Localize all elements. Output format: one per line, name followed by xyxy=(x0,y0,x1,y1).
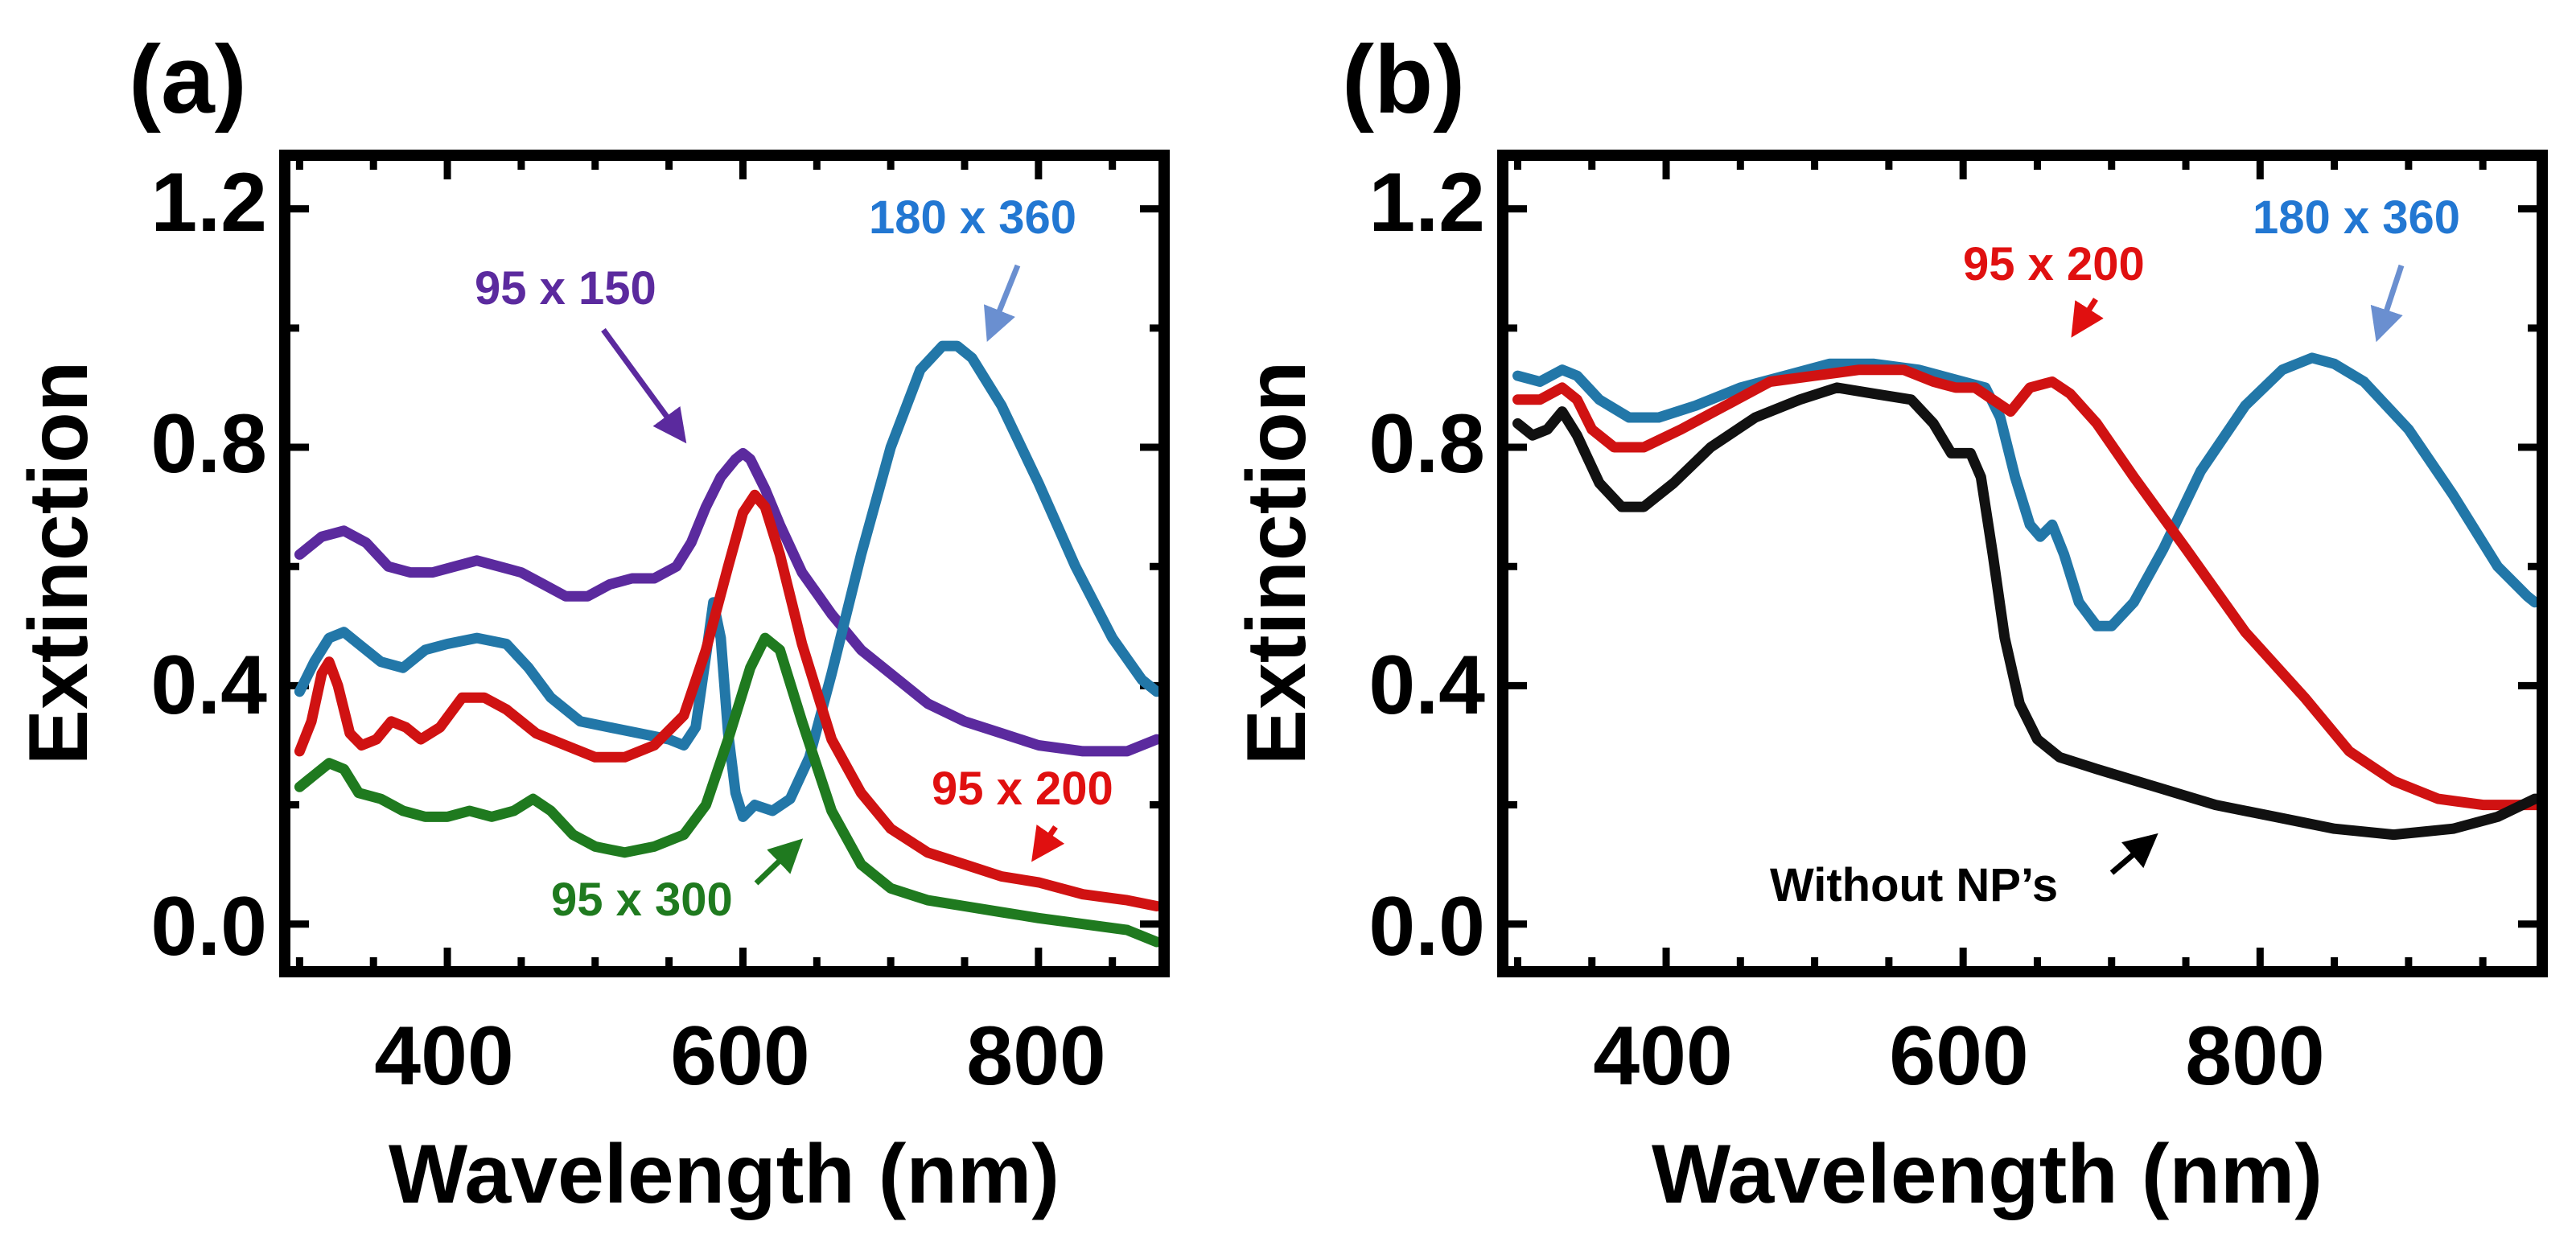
ytick-label-b-0.8: 0.8 xyxy=(1368,397,1485,491)
annotation-95x300-arrow xyxy=(754,838,804,886)
panel-a-x-axis-title: Wavelength (nm) xyxy=(389,1128,1060,1221)
panel-a-frame xyxy=(279,150,1170,977)
annotation-180x360: 180 x 360 xyxy=(869,191,1076,244)
xtick-label-b-600: 600 xyxy=(1889,1010,2029,1103)
ytick-label-a-1.2: 1.2 xyxy=(150,156,267,249)
annotation-180x360: 180 x 360 xyxy=(2253,191,2460,244)
annotation-95x150-arrow xyxy=(601,327,687,444)
panel-b-ytick-labels: 1.2 0.8 0.4 0.0 xyxy=(1368,156,1485,973)
panel-a-annotations: 95 x 150 180 x 360 95 x 200 95 x 300 xyxy=(475,191,1113,926)
panel-a-label: (a) xyxy=(129,26,247,134)
panel-b-y-axis-title: Extinction xyxy=(1230,361,1323,766)
annotation-95x150: 95 x 150 xyxy=(475,262,656,315)
panel-a-xtick-labels: 400 600 800 xyxy=(374,1010,1106,1103)
series-180x360-line xyxy=(1512,352,2541,631)
series-without-nps-line xyxy=(1512,382,2548,841)
series-95x200-line xyxy=(294,489,1162,911)
ytick-label-a-0.8: 0.8 xyxy=(150,397,267,491)
panel-b-series xyxy=(1512,352,2548,841)
annotation-95x300: 95 x 300 xyxy=(551,874,733,926)
panel-b-xtick-labels: 400 600 800 xyxy=(1593,1010,2325,1103)
annotation-180x360-arrow xyxy=(983,264,1021,342)
annotation-without-nps-arrow xyxy=(2109,833,2158,875)
annotation-95x200-arrow xyxy=(2071,298,2104,338)
xtick-label-a-800: 800 xyxy=(966,1010,1106,1103)
xtick-label-b-400: 400 xyxy=(1593,1010,1733,1103)
xtick-label-b-800: 800 xyxy=(2185,1010,2325,1103)
panel-a: (a) 1.2 0.8 0.4 0.0 400 600 800 Waveleng… xyxy=(12,26,1170,1221)
ytick-label-b-0.4: 0.4 xyxy=(1368,639,1485,732)
panel-a-ytick-labels: 1.2 0.8 0.4 0.0 xyxy=(150,156,267,973)
ytick-label-b-1.2: 1.2 xyxy=(1368,156,1485,249)
series-95x200-line xyxy=(1512,364,2548,811)
annotation-95x200-arrow xyxy=(1031,825,1065,862)
panel-a-series xyxy=(294,340,1162,948)
annotation-95x200: 95 x 200 xyxy=(1963,238,2145,290)
annotation-without-nps: Without NP’s xyxy=(1770,859,2058,911)
panel-b-frame xyxy=(1497,150,2548,977)
panel-b: (b) 1.2 0.8 0.4 0.0 400 600 800 Waveleng… xyxy=(1230,26,2548,1221)
panel-b-x-axis-title: Wavelength (nm) xyxy=(1652,1128,2323,1221)
panel-a-y-axis-title: Extinction xyxy=(12,361,105,766)
xtick-label-a-600: 600 xyxy=(670,1010,810,1103)
panel-b-annotations: 95 x 200 180 x 360 Without NP’s xyxy=(1770,191,2460,911)
ytick-label-a-0.4: 0.4 xyxy=(150,639,267,732)
series-95x300-line xyxy=(294,632,1162,948)
ytick-label-a-0.0: 0.0 xyxy=(150,880,267,973)
xtick-label-a-400: 400 xyxy=(374,1010,514,1103)
annotation-95x200: 95 x 200 xyxy=(932,763,1113,815)
panel-b-label: (b) xyxy=(1342,26,1465,134)
ytick-label-b-0.0: 0.0 xyxy=(1368,880,1485,973)
series-95x150-line xyxy=(294,447,1162,757)
annotation-180x360-arrow xyxy=(2370,264,2405,343)
